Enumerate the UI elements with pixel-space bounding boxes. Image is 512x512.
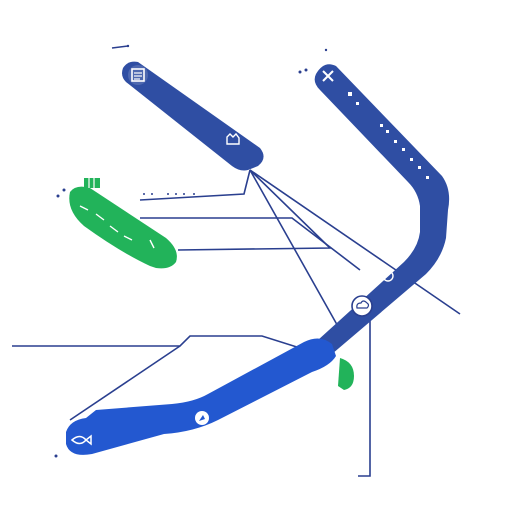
green-band (69, 186, 177, 269)
royal-band (66, 338, 336, 455)
connector-lines (12, 45, 461, 477)
connector-navy-fan-2 (249, 169, 341, 331)
connector-navy-fan-3 (140, 217, 361, 271)
navy-band (122, 61, 264, 171)
hand-icon (226, 132, 240, 145)
grid-icon (84, 178, 100, 188)
decorative-dots (54, 44, 328, 458)
connector-top-left-marks (111, 45, 129, 49)
connector-lower-left (69, 345, 181, 421)
right-band (314, 64, 450, 354)
compass-icon (195, 411, 209, 425)
connector-right-long (249, 169, 461, 315)
green-band-marks (79, 205, 155, 249)
document-icon (128, 65, 148, 85)
sync-icon (382, 270, 394, 282)
right-band-marks (348, 92, 429, 179)
close-icon (322, 70, 334, 82)
fish-icon (70, 434, 92, 446)
connector-left-long (12, 335, 301, 349)
cloud-icon (351, 295, 373, 317)
connector-navy-to-green (139, 169, 251, 201)
connector-vertical (358, 310, 371, 477)
green-tab (338, 358, 354, 390)
